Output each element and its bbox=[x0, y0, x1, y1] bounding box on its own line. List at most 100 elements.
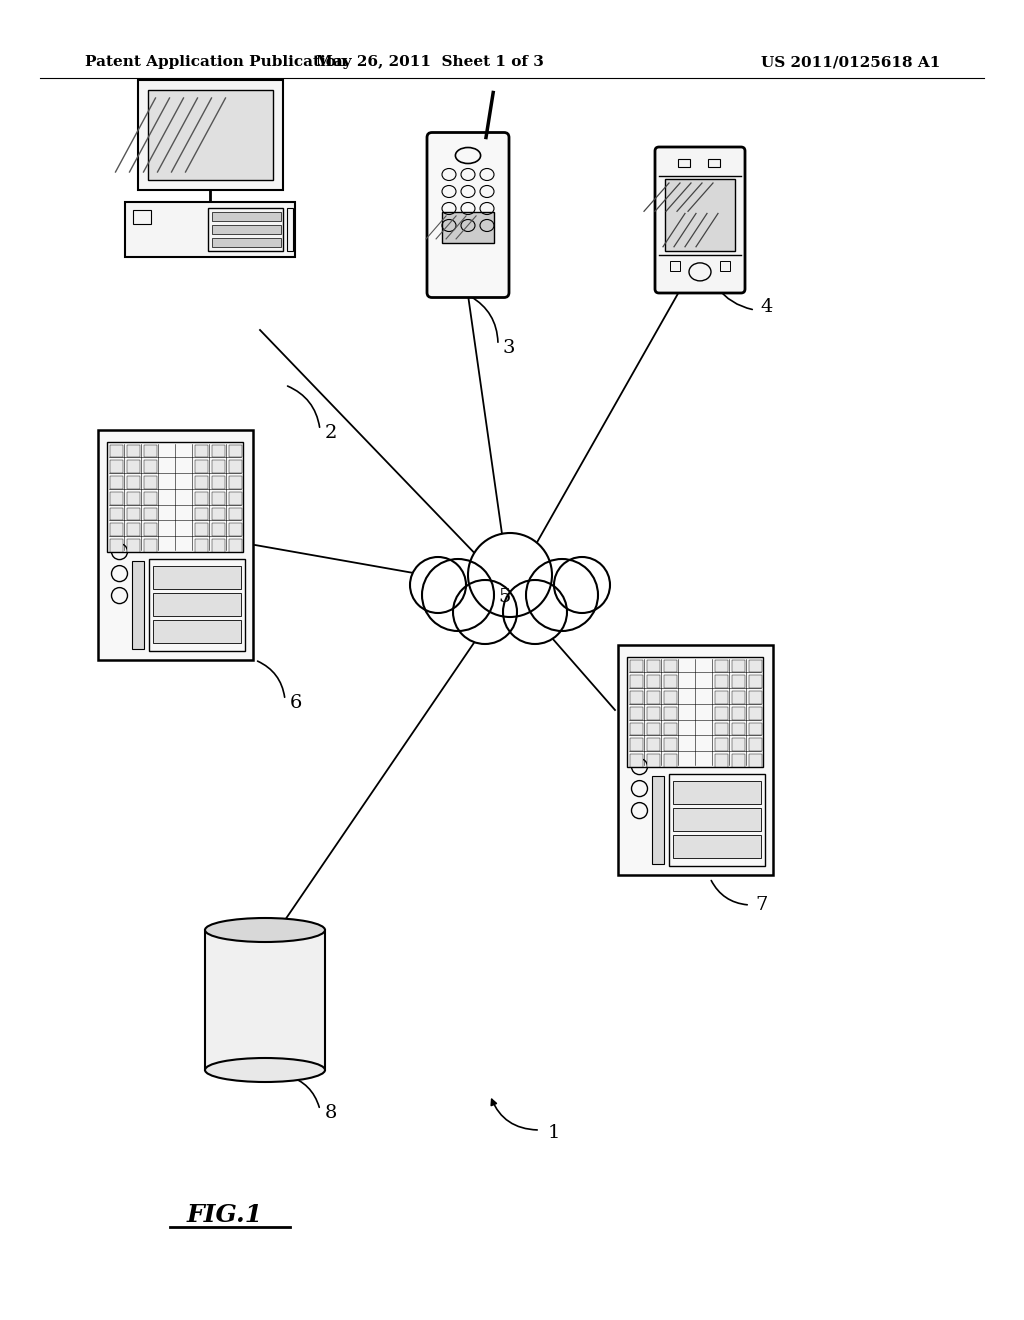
Bar bbox=[664, 738, 677, 751]
Bar bbox=[732, 676, 745, 688]
Bar bbox=[664, 692, 677, 704]
Bar bbox=[665, 180, 735, 251]
Bar bbox=[229, 492, 243, 504]
Bar bbox=[195, 539, 208, 552]
Bar bbox=[212, 477, 225, 488]
FancyBboxPatch shape bbox=[427, 132, 509, 297]
Circle shape bbox=[554, 557, 610, 612]
Text: 2: 2 bbox=[325, 424, 337, 442]
Bar bbox=[144, 492, 157, 504]
Bar bbox=[669, 774, 765, 866]
Bar bbox=[647, 722, 659, 735]
Bar bbox=[110, 445, 123, 457]
Bar bbox=[144, 477, 157, 488]
Bar bbox=[715, 660, 728, 672]
Bar bbox=[110, 461, 123, 473]
Bar bbox=[106, 441, 244, 552]
Bar bbox=[148, 558, 245, 651]
Circle shape bbox=[410, 557, 466, 612]
Bar bbox=[630, 692, 643, 704]
Bar bbox=[110, 523, 123, 536]
Bar bbox=[720, 261, 730, 271]
Bar bbox=[153, 566, 241, 589]
Ellipse shape bbox=[205, 917, 325, 942]
Bar bbox=[212, 224, 281, 234]
Bar bbox=[732, 706, 745, 719]
Bar bbox=[647, 692, 659, 704]
Bar bbox=[153, 593, 241, 616]
Bar bbox=[229, 523, 243, 536]
Bar bbox=[229, 477, 243, 488]
Bar bbox=[144, 539, 157, 552]
Bar bbox=[144, 461, 157, 473]
Bar bbox=[673, 834, 761, 858]
Bar bbox=[205, 931, 325, 1071]
Text: FIG.1: FIG.1 bbox=[187, 1203, 263, 1228]
Text: Patent Application Publication: Patent Application Publication bbox=[85, 55, 347, 69]
Bar bbox=[750, 660, 762, 672]
Bar bbox=[212, 213, 281, 220]
Bar bbox=[144, 445, 157, 457]
FancyBboxPatch shape bbox=[655, 147, 745, 293]
Text: 1: 1 bbox=[548, 1125, 560, 1142]
Bar bbox=[732, 660, 745, 672]
Bar bbox=[732, 738, 745, 751]
Bar bbox=[229, 461, 243, 473]
Bar bbox=[750, 706, 762, 719]
Bar bbox=[664, 754, 677, 767]
Bar bbox=[750, 722, 762, 735]
Bar bbox=[212, 445, 225, 457]
Text: 4: 4 bbox=[760, 298, 772, 315]
Bar bbox=[647, 676, 659, 688]
Bar bbox=[664, 676, 677, 688]
Bar bbox=[212, 508, 225, 520]
Bar bbox=[664, 660, 677, 672]
Bar bbox=[664, 706, 677, 719]
Bar bbox=[715, 676, 728, 688]
Bar bbox=[715, 722, 728, 735]
Bar bbox=[229, 508, 243, 520]
Bar bbox=[630, 754, 643, 767]
Bar bbox=[732, 722, 745, 735]
Bar bbox=[131, 561, 143, 648]
Bar bbox=[647, 738, 659, 751]
Bar bbox=[127, 523, 140, 536]
Text: 8: 8 bbox=[325, 1104, 337, 1122]
Ellipse shape bbox=[205, 1059, 325, 1082]
Bar bbox=[195, 492, 208, 504]
Bar bbox=[750, 738, 762, 751]
Bar bbox=[153, 619, 241, 643]
Circle shape bbox=[453, 579, 517, 644]
Bar bbox=[750, 676, 762, 688]
Bar bbox=[144, 523, 157, 536]
Bar bbox=[195, 461, 208, 473]
Bar bbox=[195, 508, 208, 520]
Bar bbox=[110, 508, 123, 520]
Text: 5: 5 bbox=[498, 587, 510, 606]
Bar bbox=[195, 477, 208, 488]
Bar bbox=[630, 722, 643, 735]
Bar bbox=[127, 461, 140, 473]
Bar bbox=[630, 660, 643, 672]
Bar bbox=[673, 781, 761, 804]
Bar bbox=[127, 492, 140, 504]
Bar bbox=[127, 508, 140, 520]
Bar bbox=[750, 754, 762, 767]
Bar bbox=[212, 238, 281, 247]
Bar bbox=[708, 158, 720, 168]
Bar bbox=[137, 81, 283, 190]
Bar bbox=[715, 692, 728, 704]
Bar bbox=[630, 676, 643, 688]
Bar bbox=[617, 645, 772, 875]
Bar bbox=[212, 539, 225, 552]
Bar bbox=[630, 738, 643, 751]
Bar bbox=[125, 202, 295, 257]
Bar bbox=[195, 523, 208, 536]
Circle shape bbox=[422, 558, 494, 631]
Bar bbox=[147, 90, 272, 180]
Bar bbox=[144, 508, 157, 520]
Bar bbox=[110, 539, 123, 552]
Bar bbox=[651, 776, 664, 863]
Bar bbox=[647, 706, 659, 719]
Bar bbox=[229, 445, 243, 457]
